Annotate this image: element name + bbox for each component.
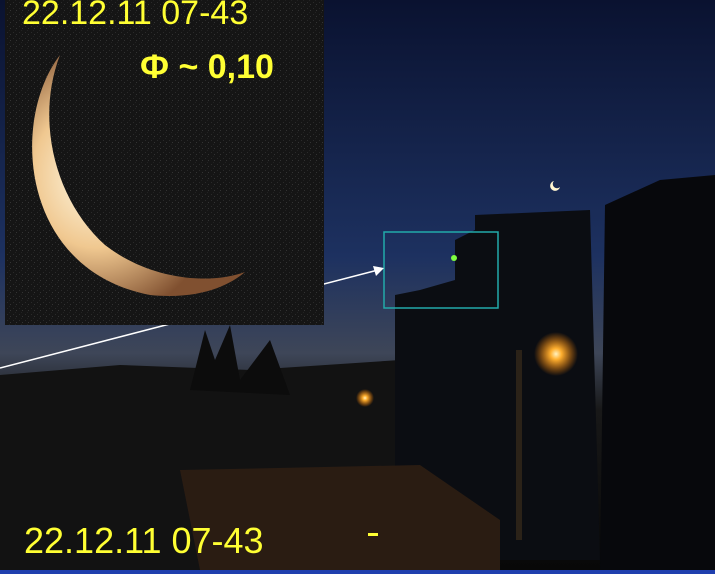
page: 22.12.11 07-43 Ф ~ 0,10 22.12.11 07-43 (… [0,0,715,574]
light [451,255,457,261]
lamp-post [516,350,522,540]
caption-dash [368,533,378,536]
phase-label: Ф ~ 0,10 [140,48,274,86]
inset-caption: 22.12.11 07-43 [22,0,248,32]
photo-caption: 22.12.11 07-43 [24,520,264,561]
street-lamp [534,332,578,376]
street-lamp [356,389,374,407]
slide: 22.12.11 07-43 Ф ~ 0,10 22.12.11 07-43 [0,0,715,574]
building [600,175,715,570]
